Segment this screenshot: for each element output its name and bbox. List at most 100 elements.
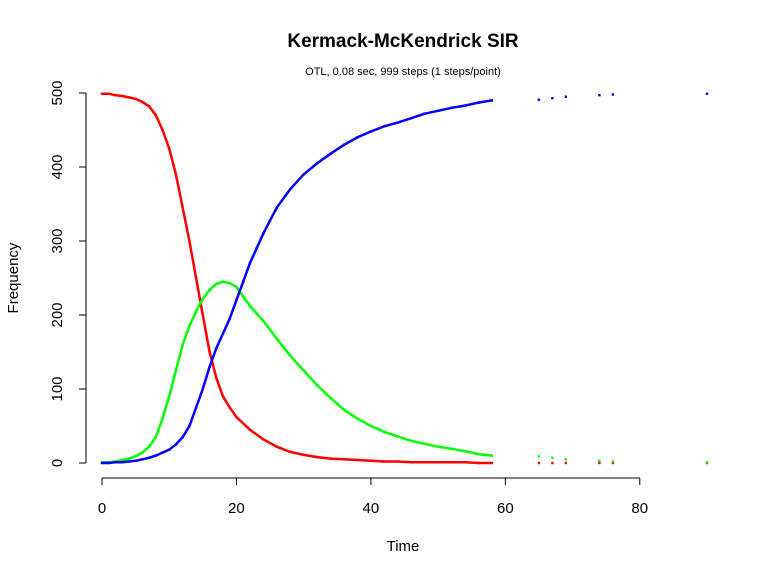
- data-point: [141, 451, 144, 454]
- data-point: [342, 458, 346, 461]
- y-tick-label: 300: [49, 228, 66, 253]
- data-point: [174, 443, 178, 446]
- data-point: [450, 461, 453, 464]
- data-point: [289, 354, 292, 357]
- data-point: [181, 206, 184, 209]
- data-point: [477, 452, 480, 456]
- data-point: [396, 460, 399, 463]
- data-point: [141, 458, 144, 461]
- data-point: [134, 97, 137, 101]
- data-point: [188, 424, 191, 428]
- data-point: [174, 369, 178, 372]
- data-point: [315, 384, 319, 387]
- data-point: [275, 337, 278, 340]
- x-tick-label: 0: [98, 500, 106, 517]
- data-point: [235, 415, 238, 419]
- series-0: [100, 92, 709, 465]
- data-point: [100, 461, 104, 465]
- data-point: [289, 450, 292, 454]
- series-line: [102, 99, 493, 465]
- data-point: [315, 162, 319, 165]
- data-point: [369, 459, 373, 462]
- data-point: [598, 94, 601, 97]
- data-point: [598, 461, 601, 465]
- data-point: [268, 328, 272, 331]
- data-point: [107, 92, 110, 95]
- chart-title: Kermack-McKendrick SIR: [287, 31, 519, 52]
- data-point: [221, 332, 225, 335]
- data-point: [396, 435, 399, 438]
- data-point: [248, 304, 252, 308]
- data-point: [611, 93, 615, 96]
- data-point: [611, 460, 615, 463]
- y-tick-label: 100: [49, 376, 66, 401]
- data-point: [188, 324, 191, 328]
- series-line: [102, 280, 493, 464]
- chart-subtitle: OTL, 0.08 sec, 999 steps (1 steps/point): [305, 66, 501, 78]
- data-point: [551, 97, 554, 100]
- data-point: [242, 280, 245, 283]
- x-tick-label: 40: [363, 500, 380, 517]
- data-point: [450, 447, 453, 451]
- x-tick-label: 60: [497, 500, 514, 517]
- data-point: [302, 173, 305, 176]
- data-point: [383, 460, 386, 463]
- data-point: [289, 188, 292, 191]
- data-point: [147, 456, 151, 459]
- y-tick-label: 400: [49, 154, 66, 179]
- data-point: [423, 442, 426, 445]
- data-point: [154, 435, 157, 439]
- data-point: [268, 219, 272, 222]
- data-point: [410, 461, 413, 464]
- data-point: [221, 280, 225, 283]
- data-point: [329, 396, 332, 400]
- data-point: [369, 424, 373, 428]
- data-point: [228, 282, 231, 285]
- data-point: [114, 461, 117, 464]
- data-point: [436, 445, 440, 448]
- data-point: [329, 152, 332, 155]
- data-point: [242, 295, 245, 298]
- data-point: [477, 461, 480, 465]
- data-point: [194, 406, 198, 409]
- data-point: [275, 206, 278, 209]
- data-point: [423, 461, 426, 464]
- data-point: [114, 94, 117, 97]
- data-point: [262, 438, 265, 441]
- data-point: [537, 461, 541, 465]
- data-point: [235, 285, 238, 289]
- data-point: [490, 99, 494, 102]
- data-point: [564, 461, 567, 465]
- data-point: [410, 439, 413, 442]
- data-point: [181, 343, 184, 346]
- data-point: [302, 453, 305, 457]
- data-point: [436, 461, 440, 464]
- data-point: [396, 121, 399, 124]
- data-point: [161, 451, 164, 454]
- data-point: [168, 395, 171, 398]
- x-tick-label: 80: [631, 500, 648, 517]
- data-point: [154, 114, 157, 117]
- data-point: [705, 461, 709, 464]
- data-point: [342, 408, 346, 411]
- data-point: [315, 455, 319, 459]
- data-point: [121, 461, 124, 464]
- data-point: [383, 430, 386, 434]
- data-point: [168, 448, 171, 451]
- data-point: [262, 319, 265, 323]
- data-point: [275, 445, 278, 448]
- data-point: [201, 313, 204, 317]
- data-point: [255, 312, 258, 315]
- data-point: [127, 457, 131, 460]
- data-point: [174, 173, 178, 176]
- data-point: [369, 130, 373, 133]
- data-point: [611, 461, 615, 465]
- data-point: [228, 406, 231, 409]
- data-point: [564, 95, 567, 98]
- data-point: [121, 94, 124, 98]
- x-axis-label: Time: [387, 538, 420, 555]
- series-2: [100, 92, 709, 465]
- data-point: [342, 143, 346, 146]
- x-tick-label: 20: [228, 500, 245, 517]
